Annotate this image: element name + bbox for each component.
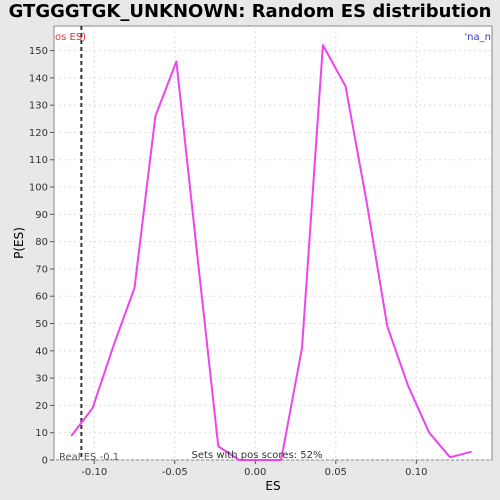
- y-tick-label: 0: [42, 456, 48, 467]
- data-point: [70, 434, 73, 437]
- pos-scores-label: Sets with pos scores: 52%: [192, 450, 323, 461]
- y-tick-label: 50: [35, 319, 48, 330]
- data-point: [259, 459, 261, 461]
- es-distribution-line: [70, 44, 472, 461]
- x-axis-title: ES: [265, 479, 280, 493]
- y-tick-label: 100: [29, 183, 48, 194]
- data-point: [112, 344, 115, 347]
- y-tick-label: 60: [35, 292, 48, 303]
- chart-title: GTGGGTGK_UNKNOWN: Random ES distribution: [8, 1, 492, 22]
- y-tick-label: 10: [35, 428, 48, 439]
- y-tick-label: 40: [35, 346, 48, 357]
- data-point: [154, 115, 157, 117]
- data-point: [428, 431, 430, 434]
- x-tick-label: -0.10: [81, 467, 107, 478]
- x-tick-label: -0.05: [162, 467, 188, 478]
- x-tick-label: 0.05: [325, 467, 347, 478]
- real-es-label: Real ES -0.1: [59, 452, 119, 463]
- right-legend-text: 'na_n: [464, 32, 491, 43]
- data-point: [175, 60, 178, 63]
- data-point: [280, 459, 282, 461]
- data-point: [449, 456, 451, 459]
- y-tick-label: 80: [35, 237, 48, 248]
- data-point: [196, 254, 199, 257]
- x-tick-label: 0.00: [244, 467, 266, 478]
- y-tick-label: 130: [29, 101, 48, 112]
- data-point: [133, 287, 136, 289]
- data-point: [91, 407, 94, 409]
- plot-area: [53, 25, 493, 461]
- data-point: [238, 459, 240, 461]
- data-point: [301, 347, 303, 349]
- y-tick-label: 20: [35, 401, 48, 412]
- data-point: [386, 325, 389, 328]
- x-tick-label: 0.10: [405, 467, 427, 478]
- y-axis-title: P(ES): [12, 227, 26, 259]
- data-point: [217, 445, 220, 448]
- y-tick-label: 30: [35, 374, 48, 385]
- data-point: [407, 385, 410, 388]
- data-point: [344, 85, 347, 87]
- y-tick-label: 110: [29, 155, 48, 166]
- data-point: [365, 199, 368, 202]
- left-legend-text: os ES): [55, 32, 86, 43]
- data-point: [470, 451, 472, 453]
- y-tick-label: 120: [29, 128, 48, 139]
- y-tick-label: 140: [29, 73, 48, 84]
- y-tick-label: 70: [35, 264, 48, 275]
- y-tick-label: 90: [35, 210, 48, 221]
- data-point: [322, 44, 324, 46]
- y-tick-label: 150: [29, 46, 48, 57]
